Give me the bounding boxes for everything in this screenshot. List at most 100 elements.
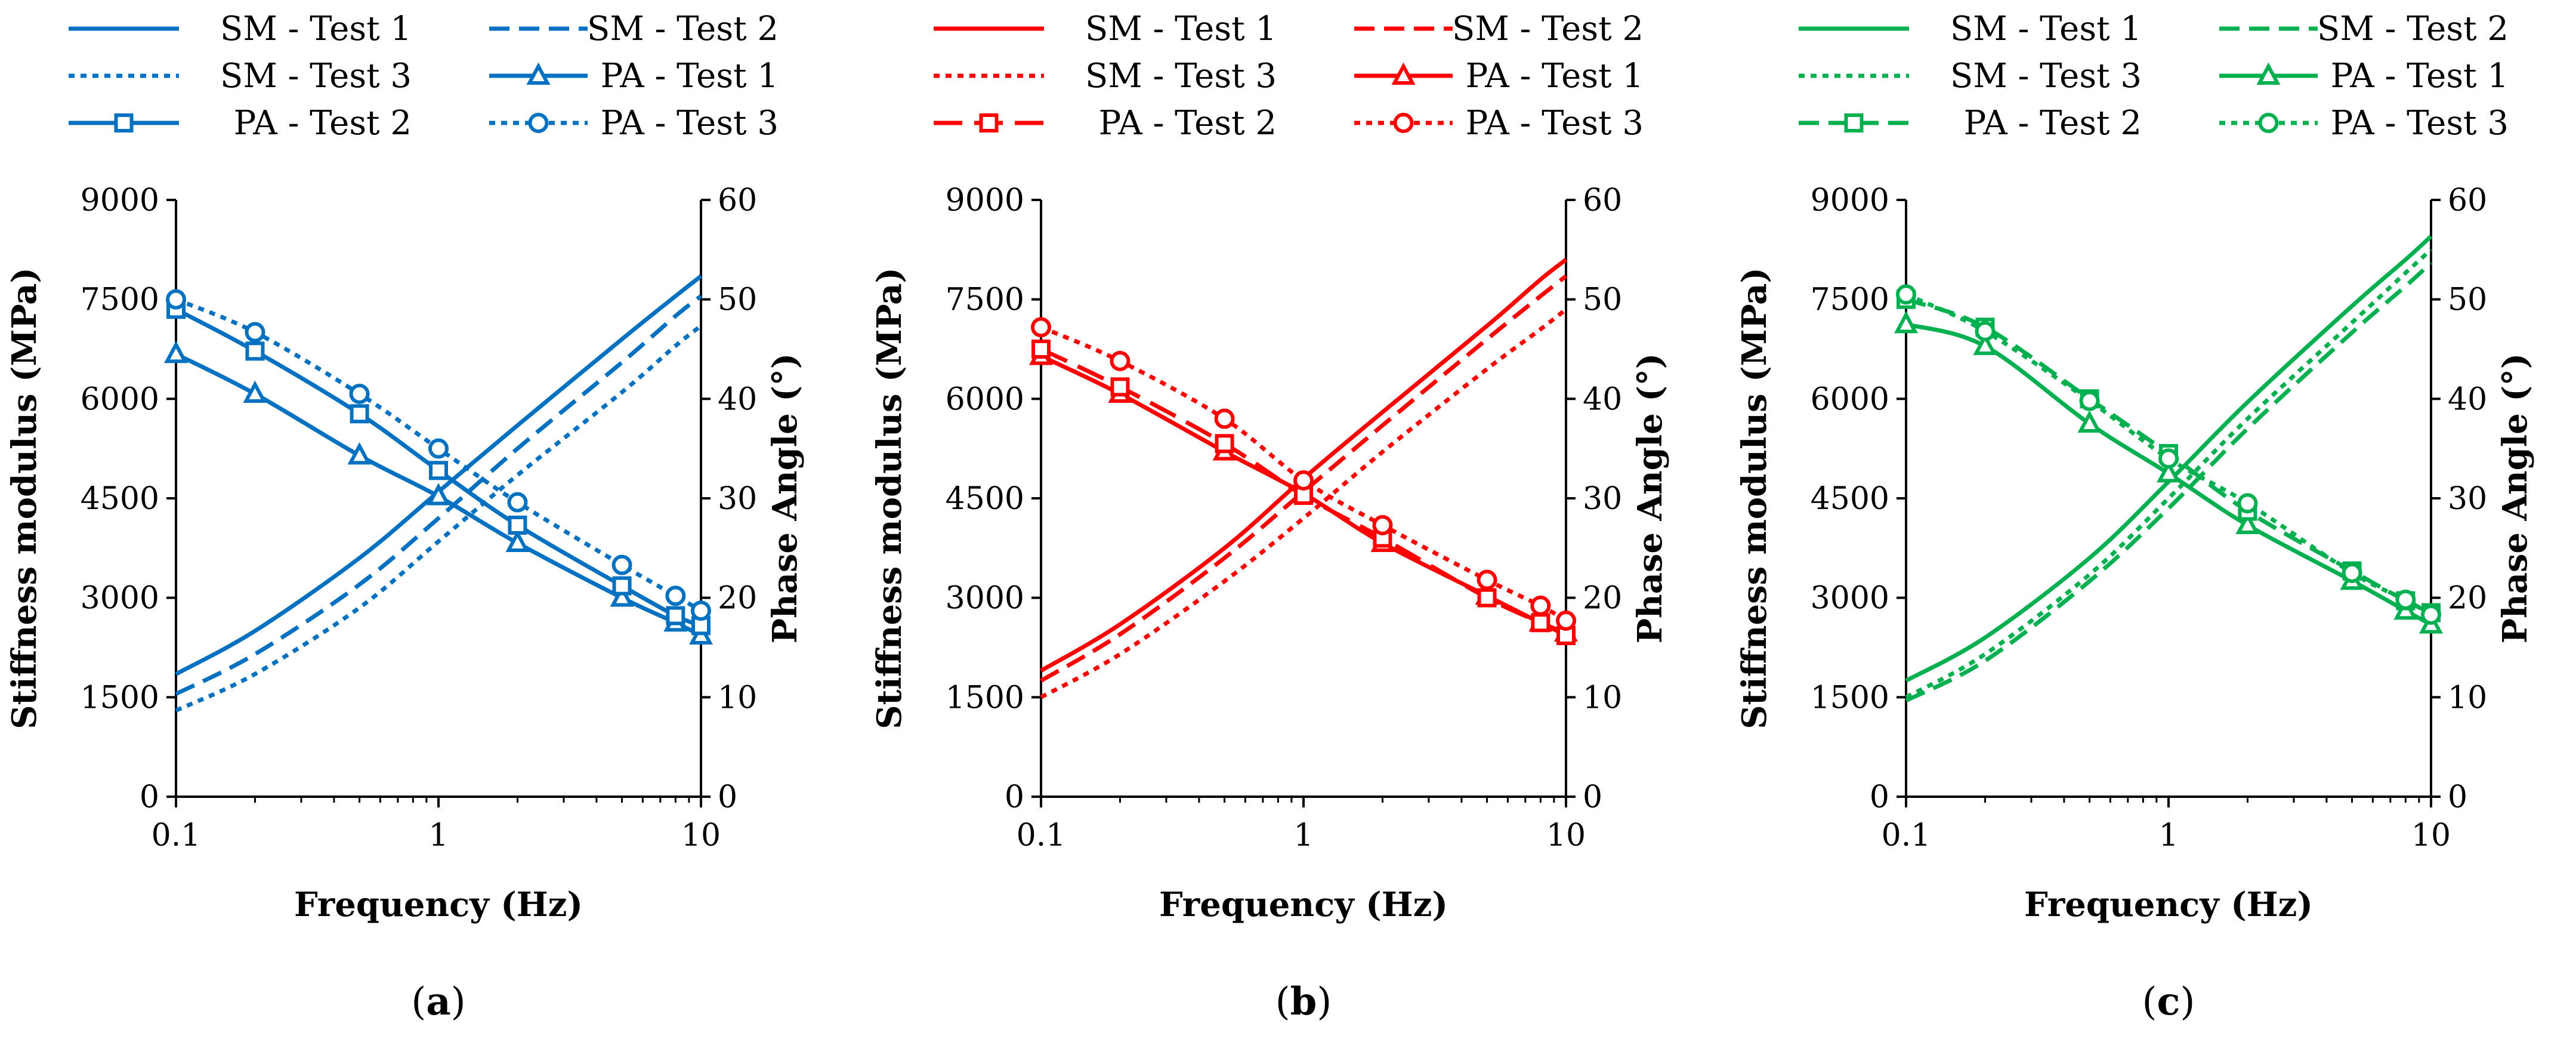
panel-caption: (c)	[2142, 979, 2195, 1024]
data-point	[428, 438, 449, 459]
series-pa-test3	[1031, 317, 1576, 631]
data-point	[245, 341, 265, 361]
y-tick-label: 0	[1005, 779, 1024, 815]
data-point	[612, 576, 632, 596]
y-tick-label: 9000	[81, 183, 159, 218]
panel-caption: (a)	[411, 979, 465, 1024]
data-point	[1110, 351, 1131, 371]
data-point	[2421, 605, 2441, 625]
series-pa-test2	[1031, 340, 1576, 645]
series-sm-test2	[1040, 275, 1568, 683]
data-point	[1896, 284, 1916, 305]
data-point	[2235, 511, 2260, 534]
y-tick-label: 0	[140, 779, 159, 815]
data-point	[349, 384, 370, 404]
y-axis-title: Stiffness modulus (MPa)	[5, 267, 44, 729]
data-point	[2158, 448, 2179, 469]
panel-caption: (b)	[1275, 979, 1332, 1024]
series-sm-test1	[1040, 258, 1568, 673]
legend-marker	[1391, 62, 1416, 85]
data-point	[1031, 317, 1051, 338]
y2-tick-label: 50	[718, 282, 757, 318]
x-tick-label: 1	[428, 818, 448, 853]
legend-label: SM - Test 2	[1452, 10, 1644, 48]
y-tick-label: 3000	[946, 581, 1024, 616]
y-tick-label: 4500	[1811, 481, 1889, 517]
data-point	[1477, 569, 1497, 590]
legend: SM - Test 1 SM - Test 2 SM - Test 3 PA - Te…	[1799, 10, 2509, 143]
data-point	[1372, 515, 1393, 535]
data-point	[1975, 321, 1996, 341]
legend: SM - Test 1 SM - Test 2 SM - Test 3 PA - Te…	[69, 10, 779, 143]
y-axis-title: Stiffness modulus (MPa)	[870, 267, 909, 729]
y-tick-label: 6000	[946, 381, 1024, 417]
y-tick-label: 7500	[1811, 282, 1889, 318]
series-line	[1905, 261, 2433, 703]
data-point	[163, 340, 189, 363]
axes: 015003000450060007500900001020304050600.…	[870, 183, 1670, 924]
data-point	[508, 516, 527, 535]
data-point	[2342, 563, 2362, 583]
legend-label: SM - Test 3	[1950, 57, 2142, 95]
legend-marker	[528, 113, 549, 133]
series-line	[1905, 248, 2433, 699]
data-point	[1973, 332, 1997, 355]
series-line	[175, 275, 703, 676]
data-point	[1531, 613, 1550, 633]
legend-label: PA - Test 1	[601, 57, 779, 95]
data-point	[1110, 377, 1130, 397]
x-axis-title: Frequency (Hz)	[294, 885, 583, 924]
y-tick-label: 1500	[1811, 680, 1889, 716]
y-tick-label: 4500	[81, 481, 159, 517]
data-point	[1293, 470, 1314, 491]
series-line	[1040, 258, 1568, 673]
series-sm-test3	[175, 324, 703, 713]
y-tick-label: 9000	[1811, 183, 1889, 218]
series-line	[1905, 297, 2432, 615]
y2-tick-label: 50	[1583, 282, 1622, 318]
y2-tick-label: 60	[2448, 183, 2487, 218]
y2-tick-label: 20	[2448, 581, 2487, 616]
series-pa-test1	[163, 340, 714, 645]
y2-tick-label: 40	[718, 381, 757, 417]
axes: 015003000450060007500900001020304050600.…	[1735, 183, 2535, 924]
legend-marker	[1844, 113, 1864, 132]
y2-tick-label: 0	[1583, 779, 1602, 815]
legend-marker	[1393, 113, 1414, 133]
legend-label: PA - Test 2	[1099, 104, 1277, 143]
data-point	[691, 600, 711, 621]
data-point	[1215, 434, 1234, 454]
panel-caption-letter: a	[426, 979, 450, 1024]
data-point	[2079, 390, 2100, 411]
x-tick-label: 1	[2158, 818, 2178, 853]
y2-tick-label: 40	[1583, 381, 1622, 417]
legend-label: SM - Test 2	[587, 10, 779, 48]
data-point	[2237, 493, 2258, 514]
legend-label: SM - Test 2	[2317, 10, 2509, 48]
y-tick-label: 3000	[1811, 581, 1889, 616]
legend-label: PA - Test 1	[2331, 57, 2509, 95]
y2-tick-label: 10	[1583, 680, 1622, 716]
legend-marker	[979, 113, 999, 132]
y2-tick-label: 40	[2448, 381, 2487, 417]
x-tick-label: 10	[2411, 818, 2451, 853]
y2-tick-label: 30	[718, 481, 757, 517]
legend-marker	[114, 113, 134, 132]
series-pa-test3	[166, 289, 711, 621]
y-tick-label: 7500	[81, 282, 159, 318]
series-line	[175, 294, 703, 696]
x-tick-label: 0.1	[152, 818, 201, 853]
x-tick-label: 10	[681, 818, 721, 853]
y2-tick-label: 0	[718, 779, 737, 815]
legend-label: PA - Test 2	[1964, 104, 2142, 143]
x-tick-label: 0.1	[1882, 818, 1931, 853]
y-tick-label: 7500	[946, 282, 1024, 318]
series-sm-test2	[175, 294, 703, 696]
data-point	[507, 492, 528, 513]
legend-label: PA - Test 1	[1466, 57, 1644, 95]
legend-marker	[2256, 62, 2281, 85]
data-point	[2077, 410, 2102, 433]
legend-label: PA - Test 3	[601, 104, 779, 143]
x-tick-label: 0.1	[1017, 818, 1066, 853]
